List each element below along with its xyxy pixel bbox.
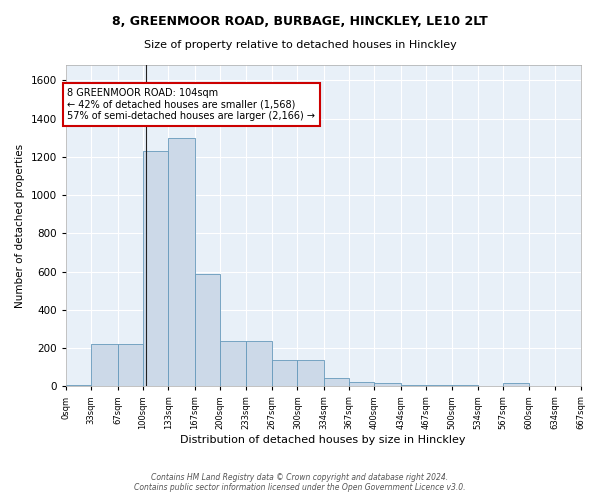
Bar	[298, 360, 323, 386]
Bar	[426, 384, 452, 386]
Bar	[194, 274, 220, 386]
Text: 8, GREENMOOR ROAD, BURBAGE, HINCKLEY, LE10 2LT: 8, GREENMOOR ROAD, BURBAGE, HINCKLEY, LE…	[112, 15, 488, 28]
X-axis label: Distribution of detached houses by size in Hinckley: Distribution of detached houses by size …	[181, 435, 466, 445]
Bar	[118, 344, 143, 387]
Bar	[323, 378, 349, 386]
Bar	[66, 384, 91, 386]
Bar	[401, 384, 426, 386]
Bar	[143, 151, 169, 386]
Bar	[374, 382, 401, 386]
Text: 8 GREENMOOR ROAD: 104sqm
← 42% of detached houses are smaller (1,568)
57% of sem: 8 GREENMOOR ROAD: 104sqm ← 42% of detach…	[67, 88, 316, 121]
Bar	[245, 342, 272, 386]
Bar	[220, 342, 245, 386]
Text: Contains HM Land Registry data © Crown copyright and database right 2024.
Contai: Contains HM Land Registry data © Crown c…	[134, 473, 466, 492]
Bar	[272, 360, 298, 386]
Bar	[503, 382, 529, 386]
Bar	[452, 384, 478, 386]
Bar	[169, 138, 194, 386]
Y-axis label: Number of detached properties: Number of detached properties	[15, 144, 25, 308]
Text: Size of property relative to detached houses in Hinckley: Size of property relative to detached ho…	[143, 40, 457, 50]
Bar	[91, 344, 118, 387]
Bar	[349, 382, 374, 386]
